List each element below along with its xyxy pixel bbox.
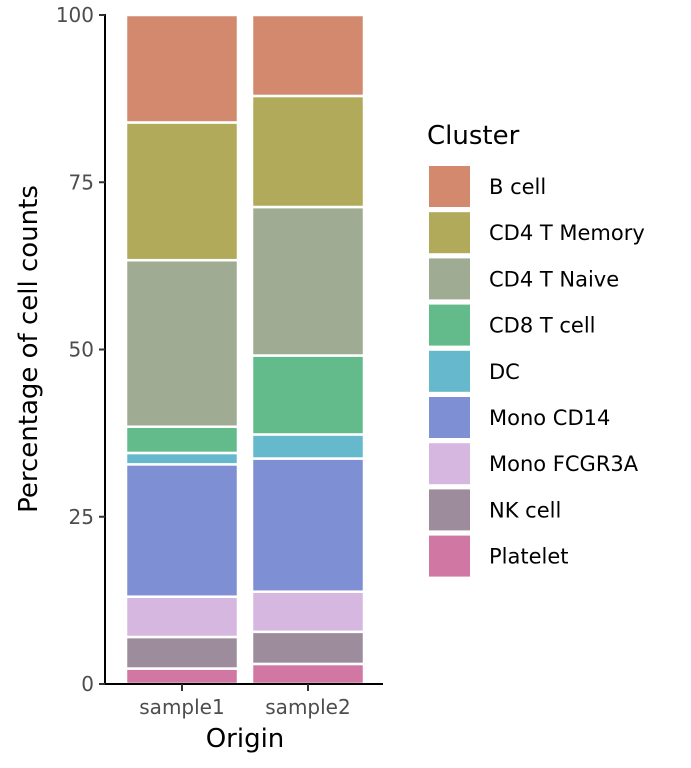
bar-segment-sample2-cd8-t-cell xyxy=(250,354,366,436)
legend-swatch xyxy=(429,258,470,300)
bar-segment-sample2-platelet xyxy=(250,662,366,686)
legend-swatch xyxy=(429,397,470,438)
bar-segment-sample2-mono-cd14 xyxy=(250,457,366,593)
legend-swatch xyxy=(429,212,470,254)
x-tick-label: sample1 xyxy=(139,695,224,719)
bar-segment-sample1-b-cell xyxy=(124,13,240,124)
bar-segment-sample1-dc xyxy=(124,451,240,466)
bar-segment-sample2-cd4-t-memory xyxy=(250,94,366,209)
bar-segment-sample1-cd8-t-cell xyxy=(124,425,240,455)
legend-label: Platelet xyxy=(489,545,569,569)
legend-label: DC xyxy=(489,360,520,384)
legend-swatch xyxy=(429,166,470,207)
bars-layer xyxy=(124,13,366,686)
y-tick-label: 0 xyxy=(81,672,94,696)
legend-label: Mono CD14 xyxy=(489,406,610,430)
bar-segment-sample1-platelet xyxy=(124,667,240,686)
bar-segment-sample1-cd4-t-memory xyxy=(124,121,240,262)
legend-swatch xyxy=(429,304,470,346)
y-tick-label: 25 xyxy=(69,505,94,529)
x-axis-ticks: sample1 sample2 xyxy=(139,684,351,719)
x-tick-label: sample2 xyxy=(265,695,350,719)
bar-segment-sample2-b-cell xyxy=(250,13,366,98)
y-axis-ticks: 0 25 50 75 100 xyxy=(56,3,105,696)
legend-swatch xyxy=(429,350,470,392)
legend-label: Mono FCGR3A xyxy=(489,452,639,476)
y-tick-label: 100 xyxy=(56,3,94,27)
y-tick-label: 50 xyxy=(69,338,94,362)
y-axis-title: Percentage of cell counts xyxy=(14,185,44,513)
bar-segment-sample1-nk-cell xyxy=(124,635,240,670)
legend-title: Cluster xyxy=(427,121,520,151)
bar-segment-sample1-mono-fcgr3a xyxy=(124,595,240,639)
bar-segment-sample2-mono-fcgr3a xyxy=(250,590,366,634)
bar-segment-sample1-mono-cd14 xyxy=(124,463,240,598)
x-axis-title: Origin xyxy=(206,724,285,754)
legend-label: NK cell xyxy=(489,498,561,522)
legend-swatch xyxy=(429,489,470,531)
legend-swatch xyxy=(429,443,470,485)
bar-segment-sample2-dc xyxy=(250,433,366,460)
legend-label: CD4 T Memory xyxy=(489,221,645,245)
legend: Cluster B cell CD4 T Memory CD4 T Naive CD8… xyxy=(427,121,645,577)
bar-segment-sample2-cd4-t-naive xyxy=(250,205,366,357)
bar-segment-sample1-cd4-t-naive xyxy=(124,258,240,428)
legend-label: B cell xyxy=(489,175,546,199)
bar-segment-sample2-nk-cell xyxy=(250,630,366,666)
legend-label: CD8 T cell xyxy=(489,314,596,338)
y-tick-label: 75 xyxy=(69,170,94,194)
legend-label: CD4 T Naive xyxy=(489,267,619,291)
legend-swatch xyxy=(429,535,470,577)
